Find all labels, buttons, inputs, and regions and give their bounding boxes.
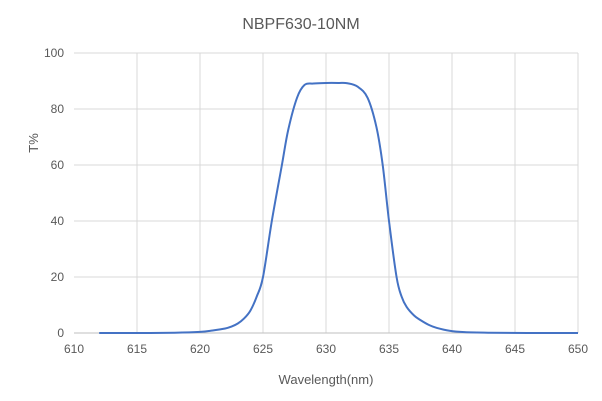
y-axis-label: T% [26, 133, 41, 153]
gridlines [74, 52, 579, 334]
y-tick-label: 40 [51, 214, 65, 228]
x-tick-label: 615 [127, 342, 147, 356]
x-tick-label: 645 [505, 342, 525, 356]
transmission-curve [99, 81, 579, 335]
y-tick-label: 0 [57, 326, 64, 340]
x-tick-label: 610 [64, 342, 84, 356]
y-tick-label: 20 [51, 270, 65, 284]
y-tick-label: 100 [44, 46, 64, 60]
x-tick-label: 625 [253, 342, 273, 356]
x-axis-ticks: 610 615 620 625 630 635 640 645 650 [64, 342, 588, 356]
y-axis-ticks: 0 20 40 60 80 100 [44, 46, 64, 340]
x-tick-label: 650 [568, 342, 588, 356]
x-tick-label: 630 [316, 342, 336, 356]
x-tick-label: 620 [190, 342, 210, 356]
x-axis-label: Wavelength(nm) [279, 372, 374, 387]
chart-title: NBPF630-10NM [242, 16, 359, 33]
y-tick-label: 80 [51, 102, 65, 116]
x-tick-label: 640 [442, 342, 462, 356]
y-tick-label: 60 [51, 158, 65, 172]
x-tick-label: 635 [379, 342, 399, 356]
